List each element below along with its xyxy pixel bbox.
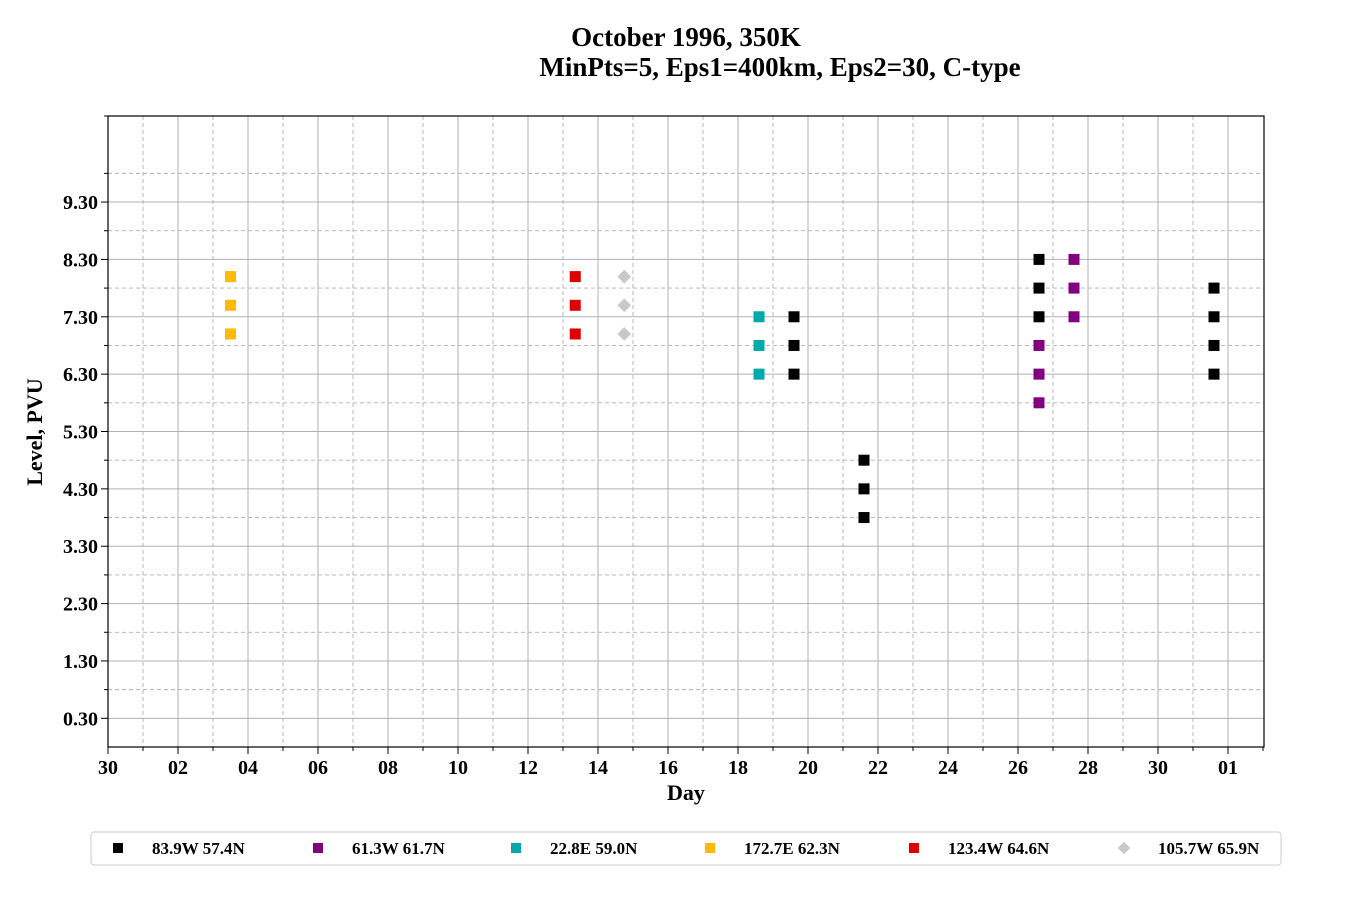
x-tick-label: 20 [798, 757, 818, 779]
legend-marker [705, 843, 715, 853]
x-tick-label: 22 [868, 757, 888, 779]
data-point [1208, 311, 1220, 323]
legend-marker [1117, 841, 1131, 855]
data-point [858, 483, 870, 495]
data-point [1208, 368, 1220, 380]
x-tick-label: 01 [1218, 757, 1238, 779]
legend-label: 83.9W 57.4N [152, 839, 245, 858]
data-point [1068, 311, 1080, 323]
x-tick-label: 08 [378, 757, 398, 779]
legend-label: 123.4W 64.6N [948, 839, 1050, 858]
data-point [1068, 282, 1080, 294]
legend-marker [113, 843, 123, 853]
y-tick-label: 9.30 [63, 192, 98, 214]
x-tick-label: 30 [98, 757, 118, 779]
grid-lines [108, 115, 1264, 747]
x-tick-label: 24 [938, 757, 958, 779]
y-tick-label: 8.30 [63, 249, 98, 271]
x-tick-labels: 30 02 04 06 08 10 12 14 16 18 20 22 24 26 28 30 01 [98, 757, 1238, 779]
data-point [753, 339, 765, 351]
data-point [858, 512, 870, 524]
legend: 83.9W 57.4N 61.3W 61.7N 22.8E 59.0N 172.7E … [113, 839, 1260, 858]
data-point [753, 368, 765, 380]
y-tick-label: 7.30 [63, 307, 98, 329]
x-tick-label: 18 [728, 757, 748, 779]
data-point [1033, 282, 1045, 294]
data-point [225, 271, 236, 283]
data-point [788, 311, 800, 323]
data-point [788, 368, 800, 380]
data-point [569, 328, 581, 340]
x-axis-label: Day [667, 780, 705, 805]
x-tick-label: 02 [168, 757, 188, 779]
y-tick-label: 2.30 [63, 594, 98, 616]
y-tick-label: 3.30 [63, 536, 98, 558]
data-point [1208, 339, 1220, 351]
axis-ticks [101, 115, 1264, 754]
legend-marker [511, 843, 521, 853]
legend-marker [313, 843, 323, 853]
x-tick-label: 14 [588, 757, 608, 779]
y-tick-label: 5.30 [63, 422, 98, 444]
data-point [1033, 339, 1045, 351]
y-tick-label: 0.30 [63, 708, 98, 730]
x-tick-label: 12 [518, 757, 538, 779]
data-point [858, 454, 870, 466]
legend-marker [909, 843, 919, 853]
data-point [1033, 311, 1045, 323]
legend-label: 172.7E 62.3N [744, 839, 841, 858]
data-point [569, 271, 581, 283]
legend-label: 105.7W 65.9N [1158, 839, 1260, 858]
x-tick-label: 04 [238, 757, 258, 779]
x-tick-label: 30 [1148, 757, 1168, 779]
chart-subtitle: MinPts=5, Eps1=400km, Eps2=30, C-type [539, 52, 1020, 82]
legend-label: 61.3W 61.7N [352, 839, 445, 858]
data-point [1033, 253, 1045, 265]
data-point [1068, 253, 1080, 265]
data-point [225, 299, 236, 311]
data-point [788, 339, 800, 351]
data-point [1208, 282, 1220, 294]
data-point [569, 299, 581, 311]
y-axis-label: Level, PVU [22, 378, 47, 486]
x-tick-label: 28 [1078, 757, 1098, 779]
x-tick-label: 06 [308, 757, 328, 779]
data-point [753, 311, 765, 323]
data-point [617, 269, 632, 284]
legend-label: 22.8E 59.0N [550, 839, 638, 858]
y-tick-label: 1.30 [63, 651, 98, 673]
y-tick-label: 4.30 [63, 479, 98, 501]
data-points [225, 253, 1220, 524]
x-tick-label: 10 [448, 757, 468, 779]
data-point [1033, 397, 1045, 409]
x-tick-label: 26 [1008, 757, 1028, 779]
legend-box [90, 831, 1282, 866]
y-tick-label: 6.30 [63, 364, 98, 386]
data-point [617, 327, 632, 341]
data-point [617, 298, 632, 313]
data-point [1033, 368, 1045, 380]
chart-title: October 1996, 350K [571, 22, 801, 52]
x-tick-label: 16 [658, 757, 678, 779]
data-point [225, 328, 236, 340]
y-tick-labels: 0.30 1.30 2.30 3.30 4.30 5.30 6.30 7.30 8.30 9.30 [63, 192, 98, 730]
